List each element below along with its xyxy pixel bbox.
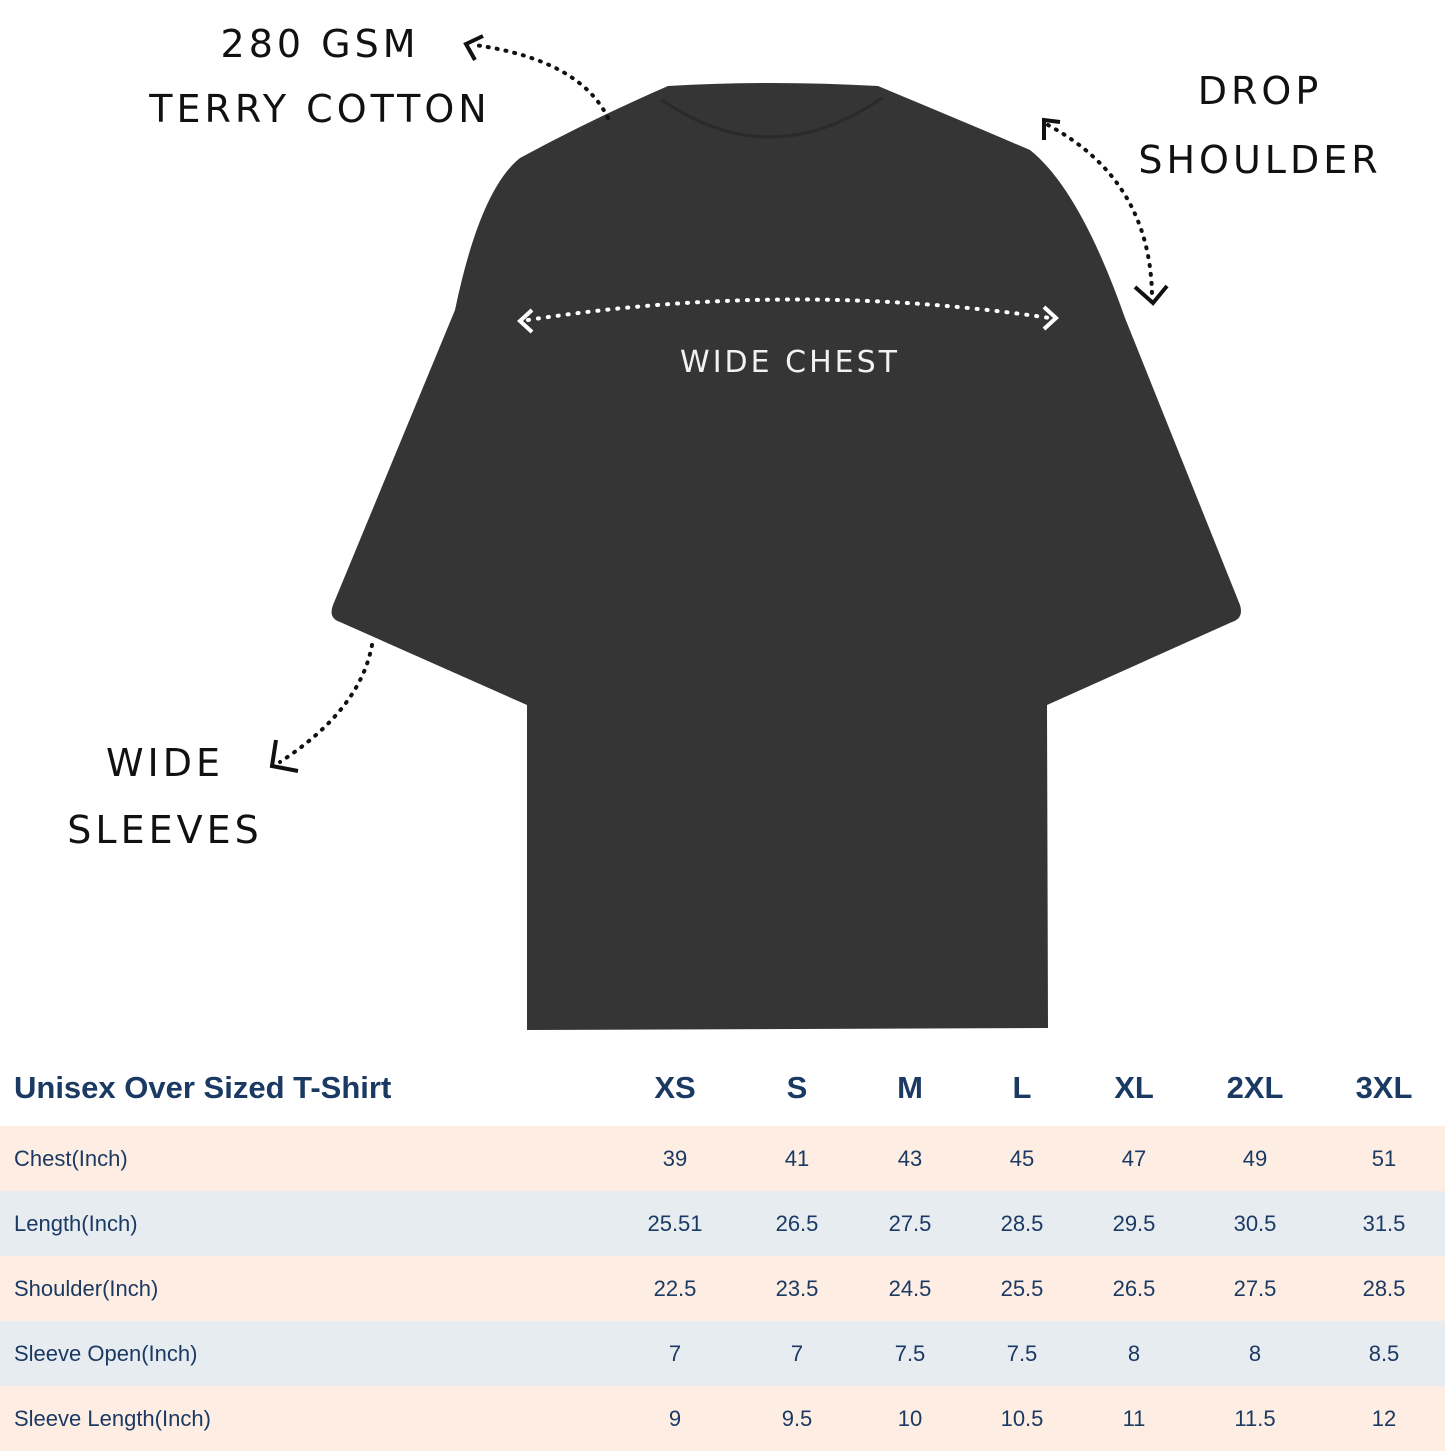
size-header-m: M [897,1070,923,1105]
table-cell: 9.5 [781,1405,813,1431]
table-cell: 26.5 [775,1210,819,1236]
table-cell: 25.51 [647,1210,703,1236]
table-cell: 28.5 [1362,1275,1406,1301]
size-header-2xl: 2XL [1226,1070,1284,1105]
table-cell: 25.5 [1000,1275,1044,1301]
table-row: Length(Inch) 25.51 26.5 27.5 28.5 29.5 30.5 31.… [0,1191,1445,1256]
fabric-callout-line2: TERRY COTTON [149,87,491,131]
sleeves-callout-line1: WIDE [105,741,225,785]
table-cell: 11 [1122,1405,1146,1431]
size-header-xl: XL [1114,1070,1154,1105]
table-cell: 28.5 [1000,1210,1044,1236]
table-row: Shoulder(Inch) 22.5 23.5 24.5 25.5 26.5 27.5 28… [0,1256,1445,1321]
table-cell: 31.5 [1362,1210,1406,1236]
table-cell: 39 [662,1145,688,1171]
fabric-arrow-line [473,43,610,120]
shoulder-arrow-up-icon [1042,117,1061,140]
table-cell: 8 [1248,1340,1262,1366]
shoulder-arrow-down-icon [1133,284,1169,306]
table-cell: 27.5 [1233,1275,1277,1301]
sleeve-arrow-line [278,643,374,764]
size-chart-header: Unisex Over Sized T-Shirt XS S M L XL 2XL 3XL [0,1050,1445,1126]
chest-arrow-line [526,297,1052,322]
size-header-3xl: 3XL [1355,1070,1413,1105]
table-cell: 12 [1371,1405,1397,1431]
table-cell: 24.5 [888,1275,932,1301]
table-cell: 7 [790,1340,804,1366]
chest-arrow-right-icon [1042,305,1059,331]
table-cell: 23.5 [775,1275,819,1301]
shoulder-callout-line1: DROP [1197,69,1323,113]
chest-arrow-left-icon [517,308,534,334]
row-label: Sleeve Length(Inch) [14,1405,211,1431]
row-label: Length(Inch) [14,1210,138,1236]
tshirt-illustration [269,34,1241,1030]
size-header-xs: XS [654,1070,696,1105]
table-cell: 29.5 [1112,1210,1156,1236]
row-label: Shoulder(Inch) [14,1275,159,1301]
row-label: Sleeve Open(Inch) [14,1340,198,1366]
shoulder-callout-line2: SHOULDER [1138,138,1382,182]
table-cell: 8.5 [1368,1340,1400,1366]
table-cell: 26.5 [1112,1275,1156,1301]
table-cell: 30.5 [1233,1210,1277,1236]
table-row: Chest(Inch) 39 41 43 45 47 49 51 [0,1126,1445,1191]
table-cell: 11.5 [1234,1405,1276,1431]
table-cell: 45 [1009,1145,1035,1171]
collar-seam [661,96,883,139]
table-cell: 7.5 [894,1340,926,1366]
size-header-s: S [786,1070,808,1105]
table-cell: 41 [784,1145,810,1171]
table-cell: 8 [1127,1340,1141,1366]
table-cell: 7.5 [1006,1340,1038,1366]
tshirt-shape [331,83,1241,1030]
shoulder-arrow-line [1046,123,1154,297]
table-row: Sleeve Open(Inch) 7 7 7.5 7.5 8 8 8.5 [0,1321,1445,1386]
size-chart-title: Unisex Over Sized T-Shirt [14,1070,392,1105]
table-cell: 7 [668,1340,682,1366]
table-cell: 9 [668,1405,682,1431]
sleeves-callout-line2: SLEEVES [67,808,263,852]
sleeve-arrow-head-icon [269,739,299,773]
table-cell: 27.5 [888,1210,932,1236]
row-label: Chest(Inch) [14,1145,128,1171]
size-header-l: L [1012,1070,1032,1105]
table-cell: 47 [1121,1145,1147,1171]
fabric-callout-line1: 280 GSM [220,22,420,66]
table-cell: 43 [897,1145,923,1171]
chest-callout: WIDE CHEST [680,345,900,380]
table-cell: 22.5 [653,1275,697,1301]
table-row: Sleeve Length(Inch) 9 9.5 10 10.5 11 11.5 12 [0,1386,1445,1451]
table-cell: 49 [1242,1145,1268,1171]
table-cell: 51 [1371,1145,1397,1171]
table-cell: 10.5 [1000,1405,1044,1431]
table-cell: 10 [897,1405,923,1431]
fabric-arrow-head-icon [463,34,484,61]
